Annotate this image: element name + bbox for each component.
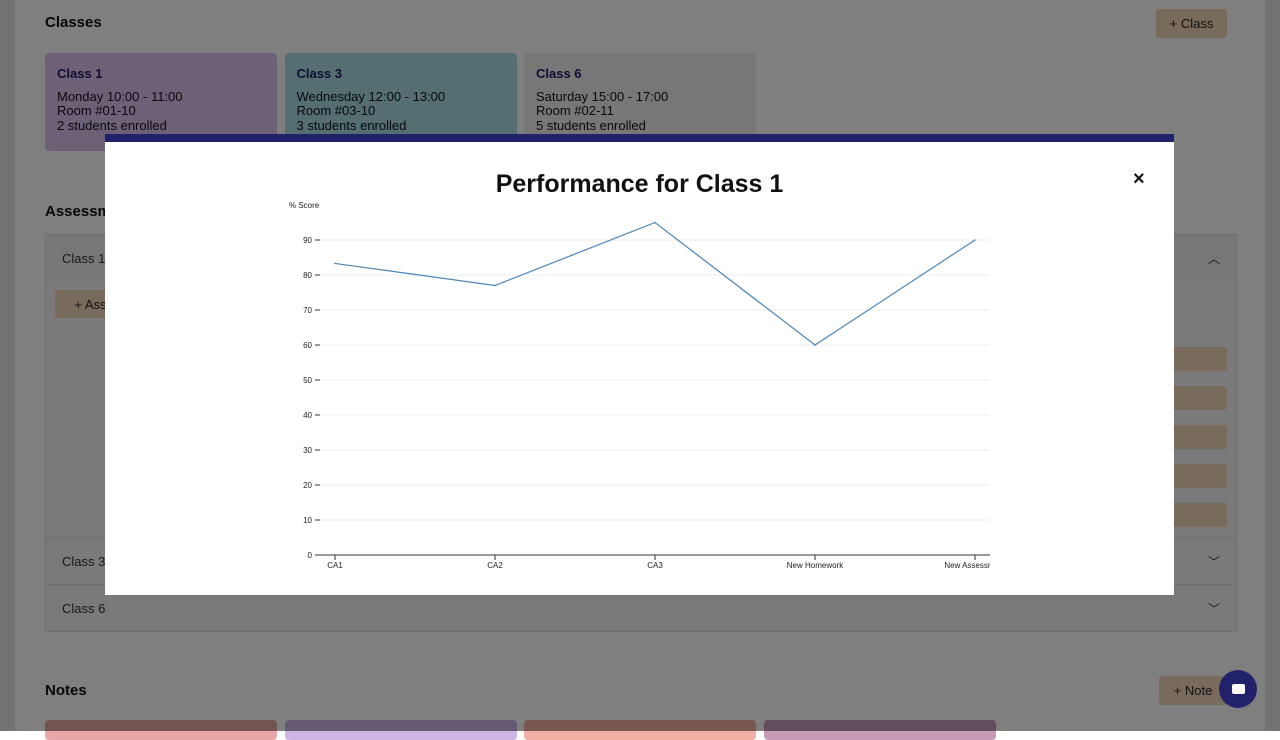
- close-icon[interactable]: ×: [1133, 168, 1145, 190]
- data-point: [974, 239, 976, 241]
- modal-title: Performance for Class 1: [495, 170, 784, 198]
- y-tick-label: 40: [303, 411, 312, 420]
- y-tick-label: 70: [303, 306, 312, 315]
- y-axis-label: % Score: [289, 201, 320, 210]
- data-point: [654, 221, 656, 224]
- y-tick-label: 20: [303, 481, 312, 490]
- x-tick-label: CA3: [647, 561, 663, 570]
- x-tick-label: CA1: [327, 561, 343, 570]
- x-tick-label: CA2: [487, 561, 503, 570]
- y-tick-label: 60: [303, 341, 312, 350]
- y-tick-label: 90: [303, 236, 312, 245]
- y-tick-label: 50: [303, 376, 312, 385]
- chat-icon: [1231, 684, 1245, 694]
- y-tick-label: 30: [303, 446, 312, 455]
- score-line: [334, 221, 976, 346]
- chat-button[interactable]: [1219, 670, 1257, 708]
- performance-modal: Performance for Class 1 × 0 10 20 30 40 50 60 7…: [105, 134, 1174, 595]
- x-tick-label: New Homework: [787, 561, 844, 570]
- y-tick-label: 80: [303, 271, 312, 280]
- data-point: [494, 284, 496, 287]
- data-point: [334, 262, 336, 265]
- data-point: [814, 344, 816, 346]
- performance-chart: 0 10 20 30 40 50 60 70 80 90 % Score CA1 CA2 CA3 New H…: [289, 201, 1006, 570]
- x-tick-label: New Assessment: [944, 561, 1006, 570]
- y-tick-label: 10: [303, 516, 312, 525]
- y-tick-label: 0: [308, 551, 313, 560]
